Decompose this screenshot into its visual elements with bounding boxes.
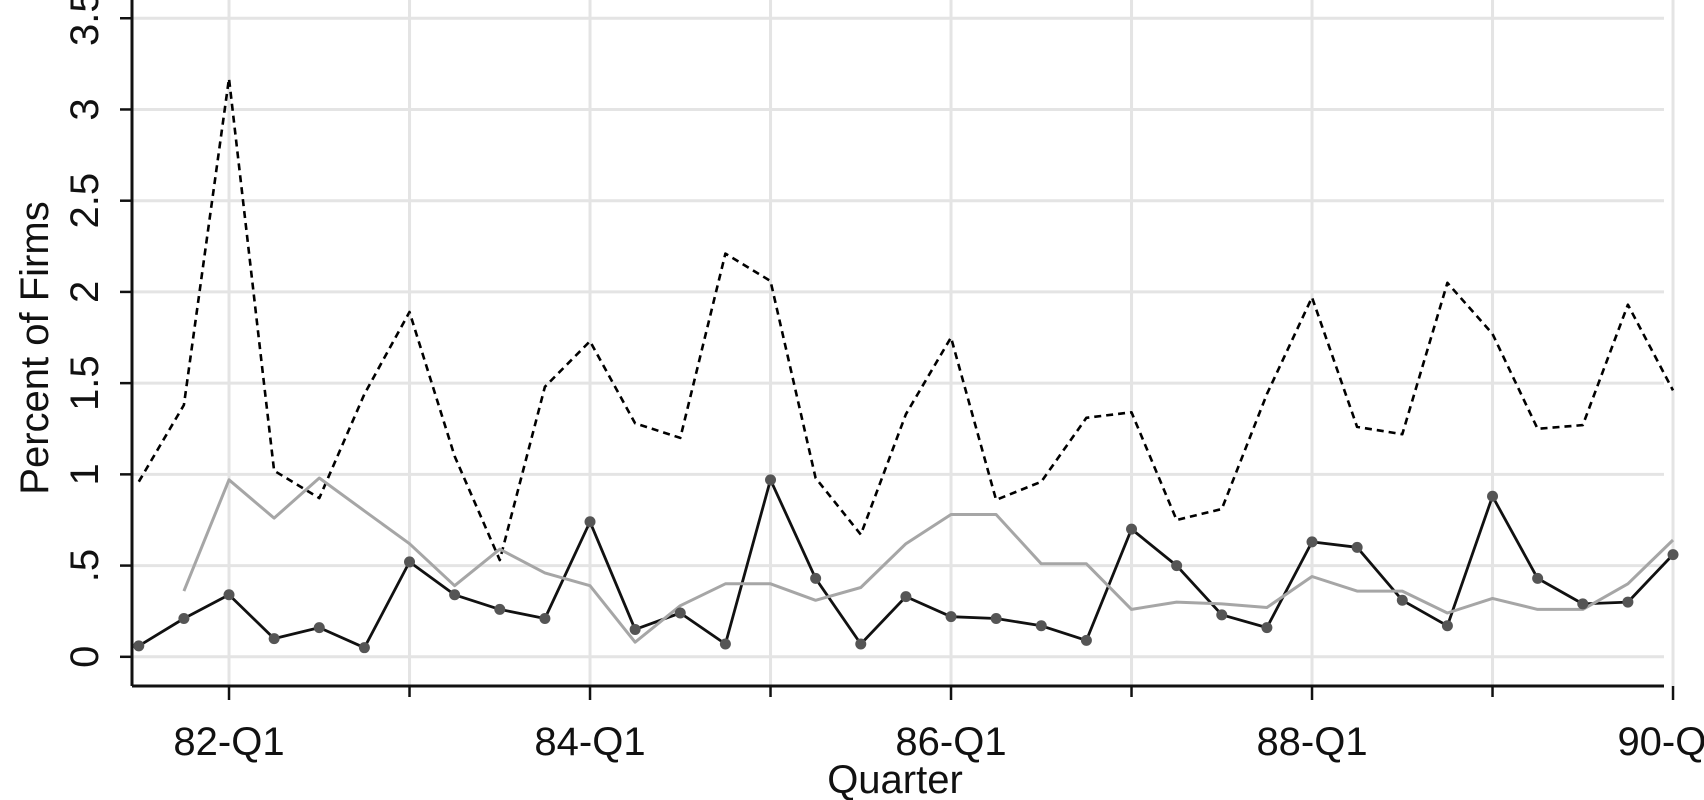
axes bbox=[120, 0, 1675, 700]
y-tick-label: 0 bbox=[63, 646, 107, 668]
y-tick-label: 1.5 bbox=[63, 355, 107, 411]
y-axis-title: Percent of Firms bbox=[13, 201, 57, 494]
x-tick-label: 82-Q1 bbox=[173, 720, 284, 764]
y-tick-label: .5 bbox=[63, 549, 107, 582]
data-point-marker bbox=[1306, 536, 1318, 548]
data-point-marker bbox=[1261, 622, 1273, 634]
x-tick-label: 84-Q1 bbox=[534, 720, 645, 764]
tick-labels: 0 .5 1 1.5 2 2.5 3 3.5 82-Q1 84-Q1 86-Q1 88-Q1 90-Q1 bbox=[63, 0, 1704, 764]
data-point-marker bbox=[1080, 634, 1092, 646]
data-point-marker bbox=[1487, 490, 1499, 502]
data-point-marker bbox=[494, 603, 506, 615]
data-point-marker bbox=[358, 642, 370, 654]
y-tick-label: 3 bbox=[63, 98, 107, 120]
data-point-marker bbox=[1035, 620, 1047, 632]
y-tick-label: 2.5 bbox=[63, 173, 107, 229]
data-point-marker bbox=[1216, 609, 1228, 621]
data-point-marker bbox=[990, 612, 1002, 624]
dashed-series-line bbox=[137, 77, 1675, 562]
data-point-marker bbox=[539, 612, 551, 624]
x-axis-title: Quarter bbox=[827, 758, 963, 800]
data-point-marker bbox=[719, 638, 731, 650]
data-point-marker bbox=[178, 612, 190, 624]
data-point-marker bbox=[900, 591, 912, 603]
data-point-marker bbox=[313, 622, 325, 634]
data-point-marker bbox=[1396, 594, 1408, 606]
data-point-marker bbox=[1351, 541, 1363, 553]
y-tick-label: 3.5 bbox=[63, 0, 107, 46]
data-point-marker bbox=[629, 623, 641, 635]
data-point-marker bbox=[855, 638, 867, 650]
x-tick-label: 86-Q1 bbox=[895, 720, 1006, 764]
black-series-line bbox=[138, 478, 1675, 650]
data-point-marker bbox=[404, 556, 416, 568]
data-point-marker bbox=[1126, 523, 1138, 535]
data-point-marker bbox=[1441, 620, 1453, 632]
data-point-marker bbox=[1622, 596, 1634, 608]
gray-series-line bbox=[182, 476, 1675, 644]
y-tick-label: 1 bbox=[63, 463, 107, 485]
data-point-marker bbox=[1532, 572, 1544, 584]
x-tick-label: 90-Q1 bbox=[1617, 720, 1704, 764]
data-point-marker bbox=[674, 607, 686, 619]
y-tick-label: 2 bbox=[63, 281, 107, 303]
x-tick-label: 88-Q1 bbox=[1256, 720, 1367, 764]
series-markers bbox=[133, 474, 1679, 654]
data-point-marker bbox=[223, 589, 235, 601]
data-point-marker bbox=[584, 516, 596, 528]
data-point-marker bbox=[765, 474, 777, 486]
series-lines bbox=[137, 77, 1675, 650]
data-point-marker bbox=[449, 589, 461, 601]
grid bbox=[132, 0, 1675, 686]
data-point-marker bbox=[810, 572, 822, 584]
data-point-marker bbox=[945, 611, 957, 623]
data-point-marker bbox=[133, 640, 145, 652]
data-point-marker bbox=[1667, 549, 1679, 561]
data-point-marker bbox=[268, 633, 280, 645]
data-point-marker bbox=[1171, 560, 1183, 572]
data-point-marker bbox=[1577, 598, 1589, 610]
